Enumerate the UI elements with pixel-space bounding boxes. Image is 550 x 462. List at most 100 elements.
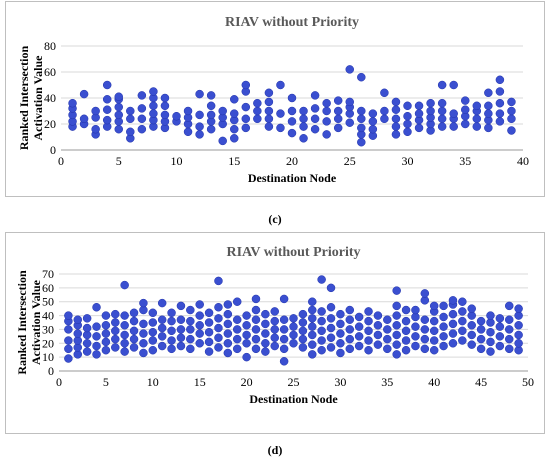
data-point	[458, 307, 467, 316]
data-point	[214, 303, 223, 312]
data-point	[232, 325, 242, 334]
data-point	[507, 97, 516, 107]
data-point	[176, 301, 186, 311]
y-axis-label: Ranked Intersection	[17, 46, 31, 151]
data-point	[299, 122, 308, 131]
x-tick-label: 35	[459, 154, 471, 168]
data-point	[392, 340, 401, 349]
data-point	[354, 341, 364, 351]
data-point	[64, 344, 73, 354]
data-point	[336, 348, 345, 358]
data-point	[403, 119, 412, 129]
data-point	[167, 336, 176, 345]
data-point	[326, 333, 336, 342]
data-point	[420, 325, 430, 334]
data-point	[195, 89, 204, 99]
data-point	[261, 339, 270, 348]
data-point	[437, 106, 447, 116]
x-tick-label: 0	[56, 375, 62, 389]
data-point	[364, 336, 373, 345]
data-point	[195, 122, 204, 131]
data-point	[392, 311, 401, 320]
data-point	[167, 344, 176, 354]
data-point	[148, 308, 158, 318]
data-point	[206, 101, 216, 111]
data-point	[251, 315, 261, 324]
data-point	[507, 114, 516, 124]
x-tick-label: 20	[241, 375, 253, 389]
data-point	[186, 316, 195, 326]
data-point	[148, 318, 158, 327]
chart-title: RIAV without Priority	[226, 245, 360, 260]
data-point	[317, 275, 326, 284]
data-point	[326, 343, 336, 352]
data-point	[241, 114, 251, 124]
data-point	[120, 330, 129, 340]
data-point	[336, 319, 345, 329]
data-point	[102, 105, 112, 114]
data-point	[289, 322, 298, 331]
data-point	[279, 334, 289, 344]
data-point	[411, 305, 420, 315]
data-point	[383, 344, 392, 354]
data-point	[507, 126, 516, 135]
data-point	[64, 325, 73, 334]
data-point	[101, 329, 111, 338]
data-point	[195, 311, 204, 320]
data-point	[251, 325, 261, 334]
data-point	[287, 93, 297, 103]
data-point	[373, 321, 383, 330]
data-point	[437, 80, 447, 90]
x-tick-label: 0	[58, 154, 64, 168]
data-point	[392, 330, 401, 340]
data-point	[308, 322, 317, 331]
data-point	[242, 330, 251, 340]
data-point	[495, 75, 505, 85]
data-point	[383, 315, 392, 324]
data-point	[420, 315, 430, 324]
data-point	[403, 111, 412, 121]
data-point	[308, 330, 317, 340]
data-point	[92, 341, 101, 351]
data-point	[102, 95, 112, 104]
data-point	[322, 117, 331, 126]
data-point	[333, 96, 343, 105]
data-point	[264, 88, 274, 98]
data-point	[380, 114, 389, 124]
data-point	[276, 80, 285, 90]
data-point	[392, 321, 401, 330]
data-point	[137, 104, 147, 113]
data-point	[167, 326, 176, 336]
data-point	[448, 296, 458, 305]
data-point	[368, 117, 378, 126]
data-point	[317, 326, 326, 336]
data-point	[317, 307, 326, 316]
data-point	[373, 311, 383, 320]
data-point	[495, 341, 505, 351]
data-point	[484, 101, 493, 111]
data-point	[157, 298, 167, 308]
data-point	[270, 325, 279, 334]
chart-panel-d: RIAV without Priority 0 10 20 30 40 50 60 70 0 5 10…	[5, 232, 545, 434]
data-point	[486, 311, 495, 320]
data-point	[157, 332, 167, 341]
data-point	[495, 314, 505, 323]
data-point	[322, 98, 331, 108]
data-point	[429, 316, 439, 326]
data-point	[279, 315, 289, 324]
data-point	[333, 114, 343, 124]
data-point	[495, 117, 505, 126]
data-point	[204, 318, 214, 327]
data-point	[276, 123, 285, 133]
x-tick-label: 45	[475, 375, 487, 389]
data-point	[326, 303, 336, 312]
data-point	[223, 348, 233, 358]
data-point	[310, 104, 320, 113]
data-point	[114, 92, 123, 101]
data-point	[176, 341, 186, 351]
data-point	[186, 305, 195, 315]
data-point	[223, 329, 233, 338]
data-point	[183, 106, 193, 116]
data-point	[279, 325, 289, 334]
data-point	[458, 297, 467, 306]
